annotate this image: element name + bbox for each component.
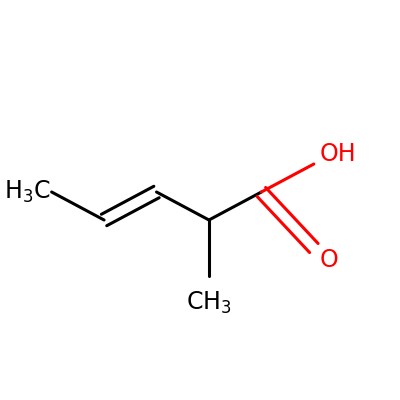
Text: H$_3$C: H$_3$C [4,179,51,205]
Text: O: O [320,248,338,272]
Text: CH$_3$: CH$_3$ [186,290,232,316]
Text: OH: OH [320,142,356,166]
